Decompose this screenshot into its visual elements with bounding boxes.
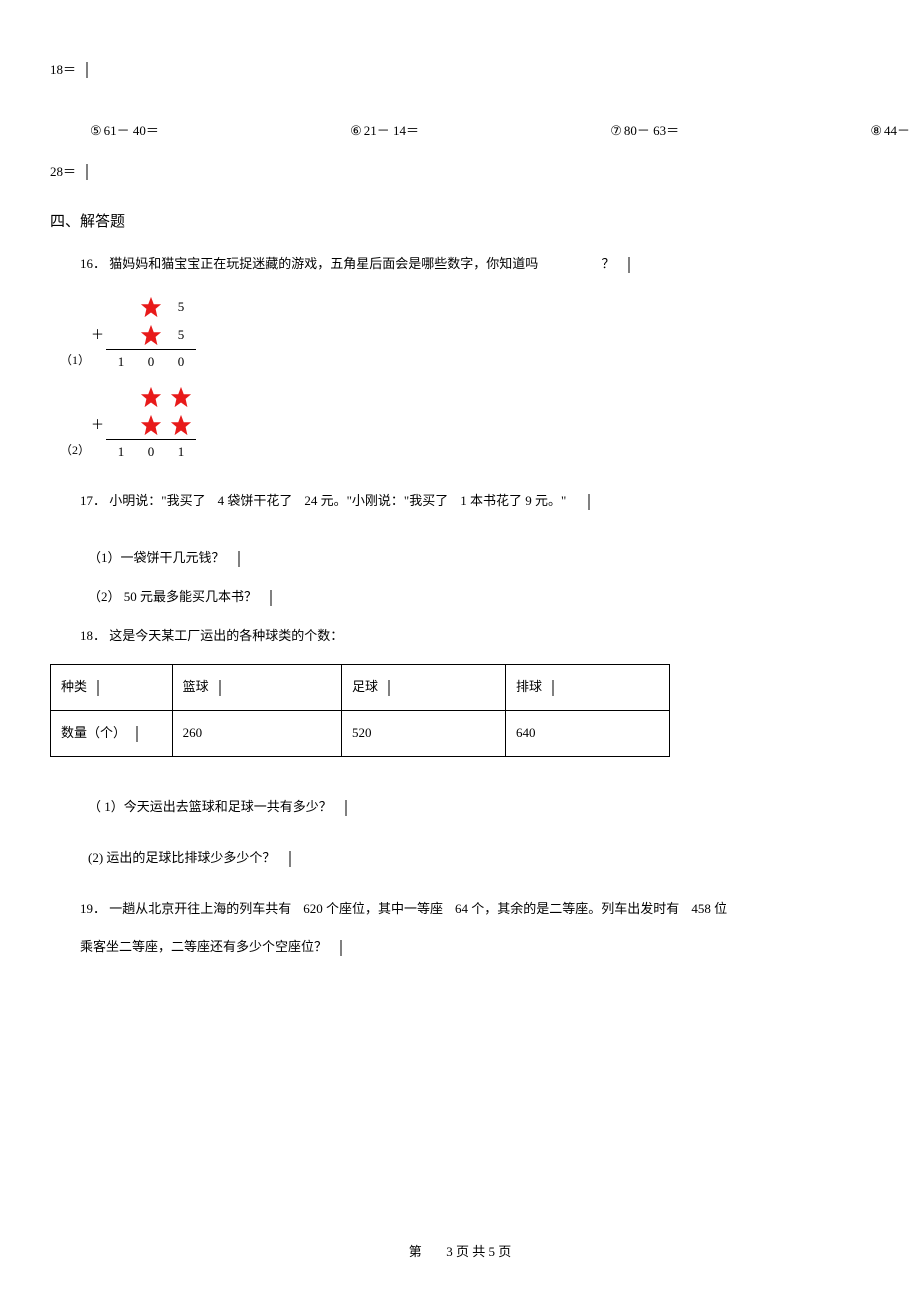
star-icon: [136, 414, 166, 436]
star-icon: [166, 386, 196, 408]
q17-sub2: （2） 50 元最多能买几本书？: [88, 587, 870, 608]
cursor-mark: [552, 680, 554, 696]
question-tail: ？: [602, 256, 615, 271]
page-mid: 3 页 共 5 页: [446, 1244, 511, 1259]
frag-text: 28＝: [50, 162, 76, 183]
pagination: 第 3 页 共 5 页: [0, 1242, 920, 1263]
table-cell: 520: [341, 711, 505, 757]
plus-sign: ＋: [88, 415, 106, 436]
cursor-mark: [289, 851, 291, 867]
heading-text: 四、解答题: [50, 214, 125, 230]
cursor-mark: [388, 680, 390, 696]
table-header: 排球: [505, 665, 669, 711]
page-pre: 第: [409, 1244, 422, 1259]
eq-text: 21－ 14＝: [364, 121, 419, 142]
cursor-mark: [628, 257, 630, 273]
table-header: 种类: [51, 665, 173, 711]
question-text: 猫妈妈和猫宝宝正在玩捉迷藏的游戏，五角星后面会是哪些数字，你知道吗: [109, 256, 538, 271]
star-icon: [136, 296, 166, 318]
question-16: 16． 猫妈妈和猫宝宝正在玩捉迷藏的游戏，五角星后面会是哪些数字，你知道吗 ？: [80, 254, 870, 275]
result-digit: 0: [136, 442, 166, 463]
cursor-mark: [86, 164, 88, 180]
question-17: 17． 小明说："我买了 4 袋饼干花了 24 元。"小刚说："我买了 1 本书…: [80, 491, 870, 512]
result-digit: 1: [166, 442, 196, 463]
cursor-mark: [588, 494, 590, 510]
eq-7: ⑦ 80－ 63＝: [610, 121, 679, 142]
sub-text: （2） 50 元最多能买几本书？: [88, 589, 257, 604]
circle-number: ⑤: [90, 121, 102, 142]
question-19: 19． 一趟从北京开往上海的列车共有 620 个座位，其中一等座 64 个，其余…: [80, 899, 870, 920]
q19-line2: 乘客坐二等座，二等座还有多少个空座位？: [80, 937, 870, 958]
question-number: 16．: [80, 256, 106, 271]
equation-frag-28: 28＝: [50, 162, 870, 183]
star-icon: [136, 324, 166, 346]
equation-frag-18: 18＝: [50, 60, 870, 81]
cursor-mark: [340, 940, 342, 956]
section-4-heading: 四、解答题: [50, 210, 870, 234]
star-digit: 5: [166, 325, 196, 346]
question-number: 19．: [80, 901, 106, 916]
sub-text: （ 1）今天运出去篮球和足球一共有多少？: [88, 799, 332, 814]
star-label: （2）: [60, 441, 90, 460]
star-icon: [166, 414, 196, 436]
table-header: 足球: [341, 665, 505, 711]
eq-5: ⑤ 61－ 40＝: [90, 121, 159, 142]
result-digit: 0: [136, 352, 166, 373]
q17-part2: 4 袋饼干花了: [218, 491, 293, 512]
q17-part4: 1 本书花了 9 元。": [460, 491, 566, 512]
q18-sub1: （ 1）今天运出去篮球和足球一共有多少？: [88, 797, 870, 818]
table-row: 数量（个） 260 520 640: [51, 711, 670, 757]
eq-text: 80－ 63＝: [624, 121, 679, 142]
question-number: 17．: [80, 493, 106, 508]
question-text: 这是今天某工厂运出的各种球类的个数：: [109, 628, 343, 643]
circle-number: ⑦: [610, 121, 622, 142]
table-cell: 260: [172, 711, 341, 757]
star-problem-1: （1） 5 ＋ 5 1 0 0: [88, 293, 870, 373]
table-row: 种类 篮球 足球 排球: [51, 665, 670, 711]
q17-part1: 小明说："我买了: [109, 493, 205, 508]
q19-line2-text: 乘客坐二等座，二等座还有多少个空座位？: [80, 939, 327, 954]
q18-sub2: (2) 运出的足球比排球少多少个？: [88, 848, 870, 869]
star-digit: 5: [166, 297, 196, 318]
question-number: 18．: [80, 628, 106, 643]
cursor-mark: [219, 680, 221, 696]
eq-6: ⑥ 21－ 14＝: [350, 121, 419, 142]
table-cell: 640: [505, 711, 669, 757]
result-digit: 0: [166, 352, 196, 373]
result-digit: 1: [106, 442, 136, 463]
cursor-mark: [86, 62, 88, 78]
frag-text: 18＝: [50, 60, 76, 81]
eq-text: 44－: [884, 121, 910, 142]
sub-text: (2) 运出的足球比排球少多少个？: [88, 850, 275, 865]
equation-row-2: ⑤ 61－ 40＝ ⑥ 21－ 14＝ ⑦ 80－ 63＝ ⑧ 44－: [90, 121, 910, 142]
table-header: 篮球: [172, 665, 341, 711]
eq-text: 61－ 40＝: [104, 121, 159, 142]
result-digit: 1: [106, 352, 136, 373]
circle-number: ⑥: [350, 121, 362, 142]
table-cell: 数量（个）: [51, 711, 173, 757]
cursor-mark: [136, 726, 138, 742]
q19-part3: 64 个，其余的是二等座。列车出发时有: [455, 899, 679, 920]
plus-sign: ＋: [88, 325, 106, 346]
eq-8: ⑧ 44－: [870, 121, 910, 142]
q19-part1: 一趟从北京开往上海的列车共有: [109, 901, 291, 916]
question-18: 18． 这是今天某工厂运出的各种球类的个数：: [80, 626, 870, 647]
ball-data-table: 种类 篮球 足球 排球 数量（个） 260 520 640: [50, 664, 670, 757]
cursor-mark: [270, 590, 272, 606]
q17-sub1: （1）一袋饼干几元钱？: [88, 548, 870, 569]
sub-text: （1）一袋饼干几元钱？: [88, 550, 225, 565]
q19-part4: 458 位: [691, 899, 727, 920]
q19-part2: 620 个座位，其中一等座: [303, 899, 443, 920]
cursor-mark: [345, 800, 347, 816]
star-label: （1）: [60, 351, 90, 370]
circle-number: ⑧: [870, 121, 882, 142]
cursor-mark: [97, 680, 99, 696]
star-problem-2: （2） ＋ 1 0 1: [88, 383, 870, 463]
cursor-mark: [238, 551, 240, 567]
q17-part3: 24 元。"小刚说："我买了: [304, 491, 448, 512]
star-icon: [136, 386, 166, 408]
